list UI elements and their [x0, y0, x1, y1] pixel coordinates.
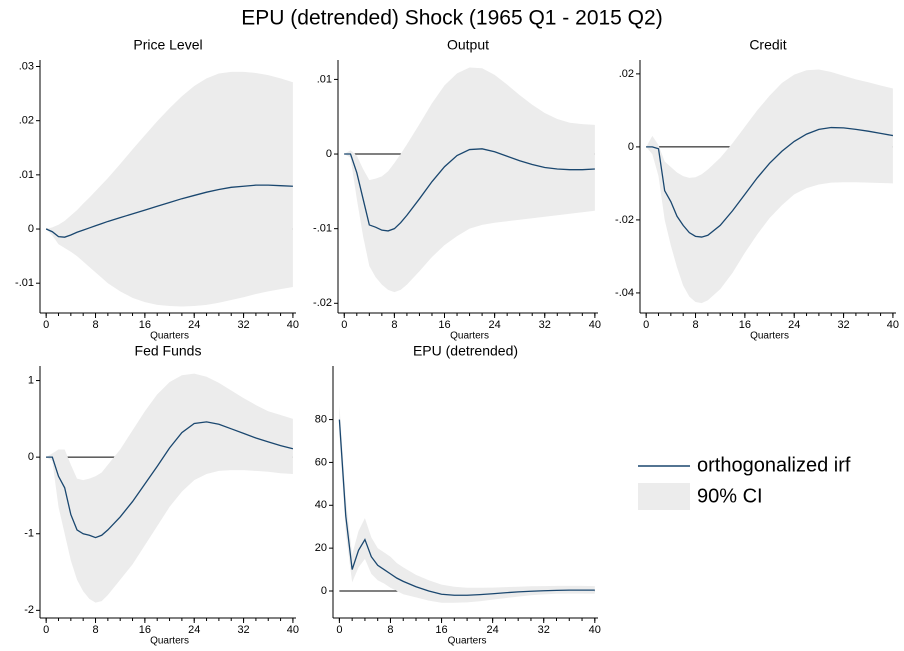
- y-tick-label: 0: [28, 451, 34, 463]
- y-tick-label: .01: [19, 169, 34, 181]
- x-tick-label: 16: [139, 319, 151, 331]
- y-tick-label: 40: [315, 499, 327, 511]
- y-tick-label: .01: [317, 73, 332, 85]
- irf-line: [344, 148, 595, 232]
- x-tick-label: 0: [336, 624, 342, 636]
- x-tick-label: 32: [237, 624, 249, 636]
- x-tick-label: 32: [539, 319, 551, 331]
- y-tick-label: .02: [19, 115, 34, 127]
- y-tick-label: 80: [315, 413, 327, 425]
- x-tick-label: 32: [237, 319, 249, 331]
- panel-title: Credit: [749, 37, 786, 53]
- irf-line: [46, 421, 294, 539]
- ci-band: [46, 71, 293, 307]
- panel-title: Price Level: [133, 37, 202, 53]
- irf-line: [338, 419, 595, 596]
- y-tick-label: -.02: [615, 214, 634, 226]
- x-tick-label: 16: [739, 319, 751, 331]
- y-tick-label: -.01: [15, 277, 34, 289]
- y-tick-label: 0: [326, 148, 332, 160]
- x-axis-label: Quarters: [750, 331, 789, 342]
- ci-band: [339, 404, 595, 603]
- figure-title: EPU (detrended) Shock (1965 Q1 - 2015 Q2…: [241, 7, 662, 30]
- y-tick-label: -1: [24, 528, 34, 540]
- x-axis-label: Quarters: [450, 331, 489, 342]
- y-tick-label: .03: [19, 60, 34, 72]
- x-tick-label: 0: [643, 319, 649, 331]
- ci-band: [344, 67, 595, 293]
- x-tick-label: 24: [489, 319, 501, 331]
- legend-label: orthogonalized irf: [697, 454, 851, 476]
- irf-line: [646, 126, 894, 238]
- x-tick-label: 24: [788, 319, 800, 331]
- x-tick-label: 16: [139, 624, 151, 636]
- panel-title: Output: [447, 37, 489, 53]
- x-tick-label: 24: [487, 624, 499, 636]
- x-tick-label: 0: [43, 319, 49, 331]
- y-tick-label: -.01: [313, 223, 332, 235]
- x-tick-label: 0: [341, 319, 347, 331]
- x-axis-label: Quarters: [150, 636, 189, 647]
- x-tick-label: 32: [837, 319, 849, 331]
- panel-title: Fed Funds: [135, 343, 202, 359]
- y-tick-label: 0: [28, 223, 34, 235]
- panel-title: EPU (detrended): [413, 343, 518, 359]
- irf-line: [45, 184, 293, 238]
- y-tick-label: -.04: [615, 287, 634, 299]
- x-tick-label: 16: [438, 319, 450, 331]
- x-tick-label: 8: [92, 624, 98, 636]
- x-tick-label: 40: [589, 319, 601, 331]
- y-tick-label: 0: [321, 585, 327, 597]
- y-tick-label: -2: [24, 604, 34, 616]
- x-tick-label: 8: [92, 319, 98, 331]
- y-tick-label: 60: [315, 456, 327, 468]
- y-tick-label: .02: [619, 68, 634, 80]
- legend-swatch: [638, 483, 690, 510]
- x-tick-label: 8: [692, 319, 698, 331]
- x-tick-label: 24: [188, 319, 200, 331]
- x-tick-label: 40: [287, 624, 299, 636]
- x-tick-label: 40: [887, 319, 899, 331]
- legend-label: 90% CI: [697, 485, 763, 507]
- ci-band: [46, 373, 293, 603]
- x-tick-label: 40: [287, 319, 299, 331]
- x-tick-label: 8: [391, 319, 397, 331]
- x-axis-label: Quarters: [448, 636, 487, 647]
- x-tick-label: 0: [43, 624, 49, 636]
- x-tick-label: 24: [188, 624, 200, 636]
- y-tick-label: 20: [315, 542, 327, 554]
- y-tick-label: 1: [28, 374, 34, 386]
- x-tick-label: 40: [589, 624, 601, 636]
- ci-band: [646, 69, 893, 304]
- x-tick-label: 32: [538, 624, 550, 636]
- x-tick-label: 8: [387, 624, 393, 636]
- x-tick-label: 16: [435, 624, 447, 636]
- y-tick-label: -.02: [313, 297, 332, 309]
- y-tick-label: 0: [628, 141, 634, 153]
- x-axis-label: Quarters: [150, 331, 189, 342]
